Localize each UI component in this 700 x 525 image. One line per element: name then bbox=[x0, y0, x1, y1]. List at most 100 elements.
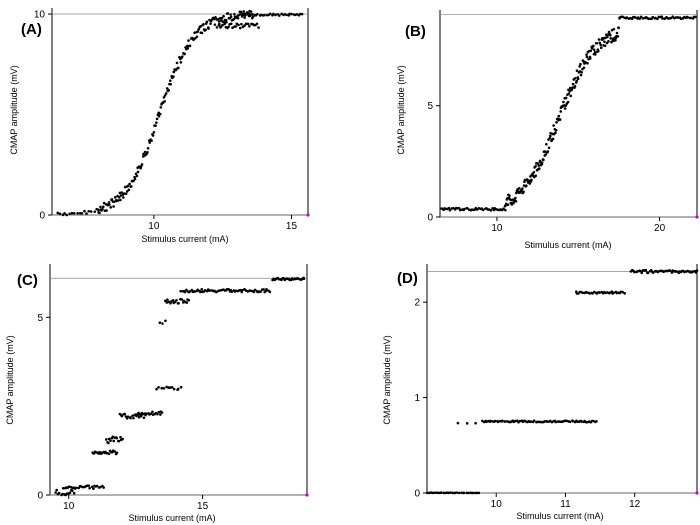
data-point-b-242 bbox=[616, 35, 620, 38]
data-point-a-115 bbox=[172, 70, 176, 74]
data-point-a-97 bbox=[158, 112, 162, 116]
data-point-a-250 bbox=[243, 12, 247, 16]
data-point-a-65 bbox=[133, 177, 137, 181]
data-point-c-79 bbox=[121, 437, 124, 441]
data-point-b-187 bbox=[585, 53, 588, 56]
data-point-b-188 bbox=[585, 55, 589, 59]
data-point-b-91 bbox=[530, 178, 533, 182]
data-point-a-69 bbox=[136, 170, 140, 174]
data-point-a-264 bbox=[268, 12, 272, 16]
data-point-b-257 bbox=[634, 16, 637, 19]
data-point-c-90 bbox=[131, 414, 134, 418]
data-point-d-32 bbox=[474, 421, 477, 425]
data-point-d-4 bbox=[432, 491, 436, 495]
data-point-a-32 bbox=[108, 203, 111, 206]
data-point-c-91 bbox=[132, 416, 135, 420]
data-point-a-241 bbox=[248, 24, 251, 28]
data-point-c-84 bbox=[123, 412, 127, 416]
data-point-a-10 bbox=[80, 211, 84, 215]
data-point-a-233 bbox=[237, 23, 240, 27]
data-point-c-126 bbox=[165, 385, 168, 389]
data-point-c-168 bbox=[193, 290, 197, 293]
data-point-d-6 bbox=[436, 491, 440, 495]
data-point-d-102 bbox=[580, 420, 583, 423]
data-point-c-157 bbox=[179, 289, 182, 293]
data-point-a-119 bbox=[175, 61, 179, 65]
data-point-b-5 bbox=[447, 206, 451, 210]
data-point-c-77 bbox=[119, 435, 122, 439]
data-point-c-226 bbox=[268, 290, 272, 294]
data-point-a-133 bbox=[186, 47, 190, 50]
data-point-a-240 bbox=[246, 22, 250, 26]
data-point-d-123 bbox=[588, 292, 591, 295]
data-point-a-142 bbox=[193, 31, 196, 35]
data-point-a-129 bbox=[183, 52, 186, 56]
data-point-a-162 bbox=[209, 22, 212, 25]
data-point-a-37 bbox=[112, 205, 115, 208]
data-point-b-194 bbox=[588, 57, 592, 60]
data-point-a-158 bbox=[205, 20, 209, 24]
data-point-d-181 bbox=[670, 271, 674, 274]
data-point-b-251 bbox=[625, 16, 629, 19]
data-point-b-147 bbox=[562, 100, 565, 104]
data-point-c-160 bbox=[183, 290, 187, 294]
data-point-a-82 bbox=[146, 146, 150, 150]
data-point-b-173 bbox=[576, 77, 580, 81]
data-point-b-116 bbox=[544, 153, 547, 156]
y-tick-label-b-0: 0 bbox=[427, 213, 433, 224]
data-point-a-57 bbox=[127, 188, 131, 192]
data-point-a-96 bbox=[157, 114, 161, 118]
y-axis-title-b: CMAP amplitude (mV) bbox=[396, 65, 406, 154]
data-point-a-35 bbox=[110, 197, 114, 201]
data-point-c-68 bbox=[109, 439, 112, 443]
data-point-a-39 bbox=[113, 196, 117, 199]
data-point-d-112 bbox=[595, 419, 598, 423]
data-point-b-88 bbox=[528, 182, 532, 185]
x-tick-label-c-0: 10 bbox=[63, 501, 75, 512]
data-point-b-112 bbox=[542, 158, 545, 162]
data-point-c-37 bbox=[95, 484, 99, 488]
data-point-a-106 bbox=[165, 87, 169, 90]
data-point-a-124 bbox=[179, 61, 183, 64]
data-point-b-117 bbox=[545, 142, 548, 146]
panel-c: (C) CMAP amplitude (mV) Stimulus current… bbox=[5, 264, 309, 523]
data-point-d-28 bbox=[475, 491, 479, 495]
data-point-b-170 bbox=[575, 79, 578, 83]
data-point-b-162 bbox=[570, 88, 574, 91]
data-point-c-119 bbox=[159, 413, 162, 416]
data-point-d-13 bbox=[449, 491, 452, 494]
data-points-b bbox=[440, 15, 697, 212]
data-point-a-3 bbox=[63, 211, 66, 215]
data-point-c-221 bbox=[262, 288, 265, 291]
data-point-b-155 bbox=[566, 100, 570, 104]
data-point-c-132 bbox=[176, 387, 180, 391]
data-point-d-140 bbox=[612, 291, 616, 295]
data-point-a-15 bbox=[93, 210, 97, 213]
data-point-d-142 bbox=[615, 291, 619, 295]
data-point-c-10 bbox=[68, 491, 72, 495]
data-point-a-5 bbox=[68, 212, 71, 216]
data-point-b-276 bbox=[661, 17, 664, 20]
data-point-b-122 bbox=[547, 146, 551, 150]
data-point-b-212 bbox=[599, 43, 602, 47]
data-point-c-170 bbox=[196, 288, 200, 292]
data-point-c-137 bbox=[163, 299, 167, 303]
plot-area-a: 10 15 0 10 bbox=[34, 8, 310, 232]
data-point-c-31 bbox=[87, 484, 91, 487]
data-point-b-34 bbox=[489, 209, 493, 212]
data-point-a-254 bbox=[251, 12, 254, 16]
data-point-a-11 bbox=[83, 209, 86, 213]
panel-a: (A) CMAP amplitude (mV) Stimulus current… bbox=[9, 8, 310, 244]
data-point-c-122 bbox=[155, 387, 158, 391]
data-point-c-117 bbox=[156, 412, 159, 416]
data-point-c-135 bbox=[161, 322, 164, 325]
data-point-b-167 bbox=[573, 84, 577, 88]
data-point-c-67 bbox=[107, 437, 111, 441]
data-point-a-198 bbox=[236, 16, 240, 20]
x-tick-label-c-1: 15 bbox=[197, 501, 209, 512]
data-point-b-151 bbox=[564, 104, 568, 107]
data-point-a-223 bbox=[223, 22, 226, 26]
data-point-b-261 bbox=[639, 15, 643, 19]
data-points-c bbox=[54, 276, 306, 497]
data-point-b-244 bbox=[617, 26, 621, 30]
